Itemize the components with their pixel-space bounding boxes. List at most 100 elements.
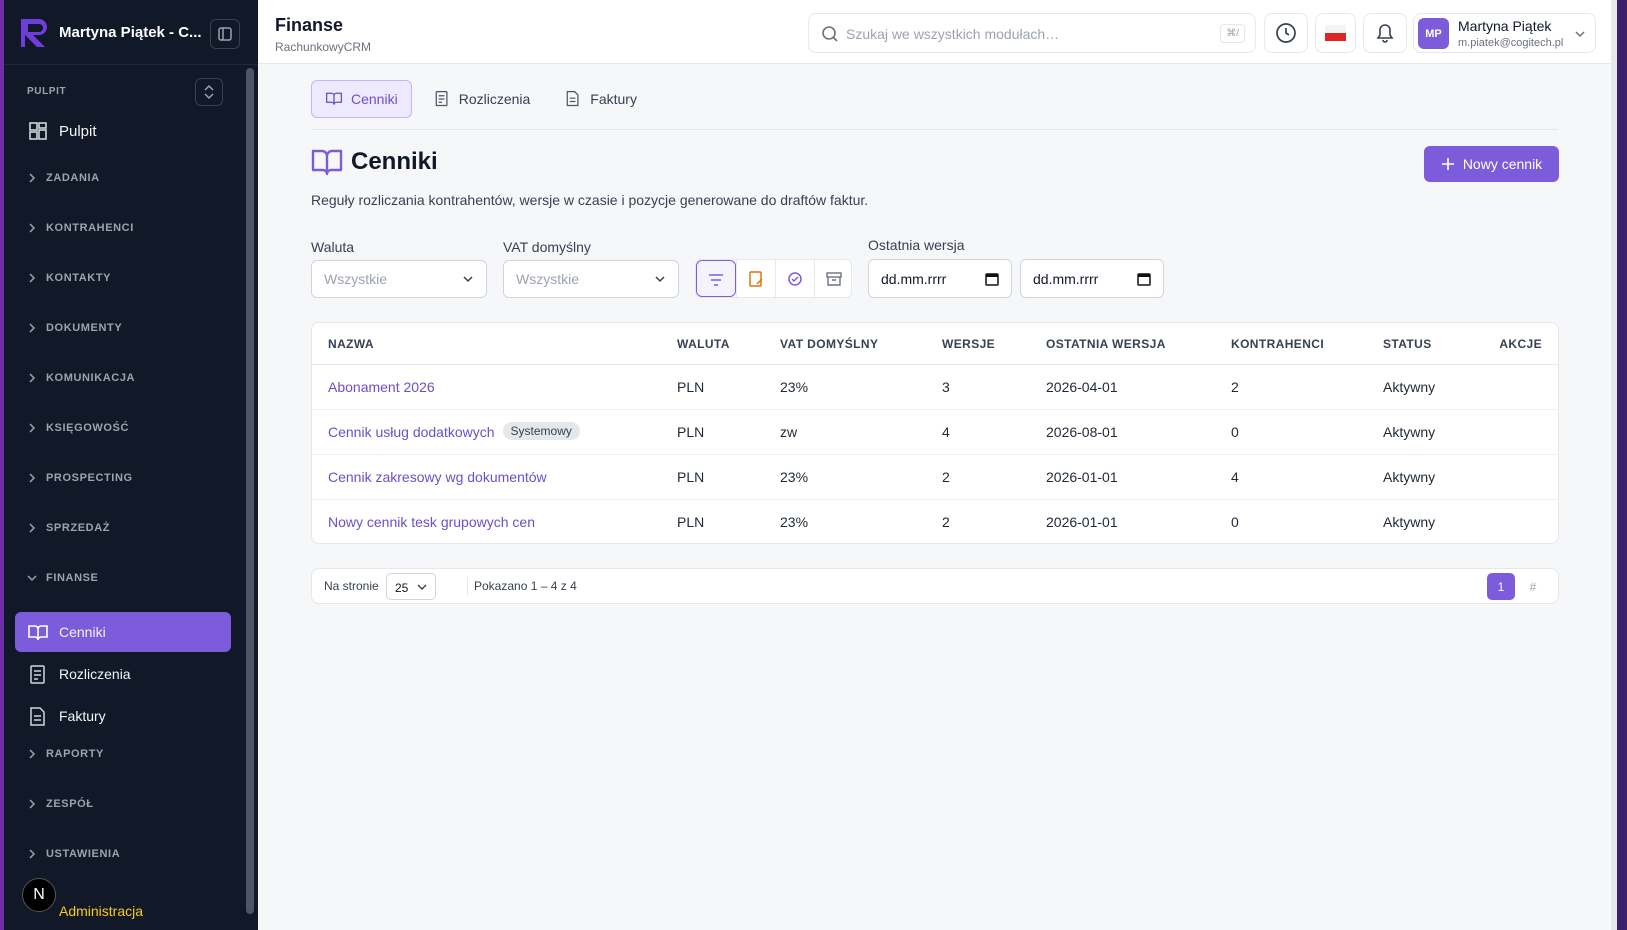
window-edge — [1611, 0, 1627, 930]
row-name[interactable]: Nowy cennik tesk grupowych cen — [328, 514, 535, 530]
table-row[interactable]: Abonament 2026 PLN 23% 3 2026-04-01 2 Aktywny — [312, 365, 1558, 410]
search[interactable]: Szukaj we wszystkich modułach… ⌘/ — [808, 13, 1256, 53]
toggle-active[interactable] — [775, 260, 814, 297]
nav-group[interactable]: ZADANIA — [26, 172, 100, 184]
language-button[interactable] — [1315, 13, 1356, 53]
nav-group[interactable]: ZESPÓŁ — [26, 798, 94, 810]
user-menu[interactable]: MP Martyna Piątek m.piatek@cogitech.pl — [1413, 13, 1596, 53]
cell: 2026-08-01 — [1046, 424, 1118, 440]
nav-group[interactable]: DOKUMENTY — [26, 322, 122, 334]
cell: Aktywny — [1383, 379, 1436, 395]
per-page-label: Na stronie — [324, 579, 379, 593]
column-header: WALUTA — [677, 337, 730, 351]
new-button[interactable]: Nowy cennik — [1424, 146, 1559, 182]
divider — [467, 577, 468, 595]
nav-group-label: KSIĘGOWOŚĆ — [46, 422, 130, 434]
badge[interactable]: N — [22, 878, 56, 912]
cell: Aktywny — [1383, 469, 1436, 485]
nav-item-label: Faktury — [59, 708, 106, 724]
toggle-draft[interactable] — [736, 260, 775, 297]
table: NAZWA WALUTA VAT DOMYŚLNY WERSJE OSTATNIA WE… — [311, 322, 1559, 544]
table-header: NAZWA WALUTA VAT DOMYŚLNY WERSJE OSTATNIA WE… — [312, 323, 1558, 365]
row-name[interactable]: Cennik usług dodatkowych Systemowy — [328, 422, 580, 440]
tab[interactable]: Cenniki — [311, 80, 412, 118]
nav-group-label: RAPORTY — [46, 748, 104, 760]
nav-group-label: DOKUMENTY — [46, 322, 123, 334]
toggle-all[interactable] — [696, 260, 736, 297]
nav-group-label: KONTAKTY — [46, 272, 112, 284]
vat-select[interactable]: Wszystkie — [503, 260, 679, 298]
nav-group[interactable]: PROSPECTING — [26, 472, 133, 484]
tab[interactable]: Faktury — [551, 80, 650, 118]
row-name-link[interactable]: Cennik usług dodatkowych — [328, 424, 495, 440]
nav-item[interactable]: Faktury — [15, 696, 231, 736]
select-value: Wszystkie — [516, 271, 579, 287]
nav-item[interactable]: Cenniki — [15, 612, 231, 652]
nav-group[interactable]: KONTRAHENCI — [26, 222, 134, 234]
column-header: AKCJE — [1499, 337, 1542, 351]
nav-group-label: ZADANIA — [46, 172, 100, 184]
status-toggle — [695, 259, 852, 298]
per-page-select[interactable]: 25 — [386, 573, 436, 600]
history-button[interactable] — [1264, 13, 1308, 53]
table-row[interactable]: Nowy cennik tesk grupowych cen PLN 23% 2 202… — [312, 500, 1558, 543]
pagination: Na stronie 25 Pokazano 1 – 4 z 4 1 # — [311, 568, 1559, 604]
cell: PLN — [677, 424, 705, 440]
nav-group[interactable]: KSIĘGOWOŚĆ — [26, 422, 129, 434]
header-subtitle: RachunkowyCRM — [275, 40, 372, 54]
row-name-link[interactable]: Cennik zakresowy wg dokumentów — [328, 469, 547, 485]
column-header: STATUS — [1383, 337, 1432, 351]
nav-group[interactable]: KONTAKTY — [26, 272, 111, 284]
nav-group[interactable]: SPRZEDAŻ — [26, 522, 110, 534]
cell: 2026-04-01 — [1046, 379, 1118, 395]
expand-button[interactable] — [195, 78, 223, 106]
avatar: MP — [1418, 18, 1449, 49]
divider — [4, 64, 258, 65]
nav-item-label: Rozliczenia — [59, 666, 131, 682]
nav-group[interactable]: FINANSE — [26, 572, 98, 584]
page-jump[interactable]: # — [1529, 579, 1537, 594]
column-header: KONTRAHENCI — [1231, 337, 1325, 351]
table-row[interactable]: Cennik zakresowy wg dokumentów PLN 23% 2 202… — [312, 455, 1558, 500]
tab-label: Faktury — [590, 91, 637, 107]
tab-label: Cenniki — [351, 91, 398, 107]
currency-select[interactable]: Wszystkie — [311, 260, 487, 298]
nav-footer[interactable]: Administracja — [59, 903, 144, 919]
table-row[interactable]: Cennik usług dodatkowych Systemowy PLN zw 4 2… — [312, 410, 1558, 455]
section-label: PULPIT — [27, 86, 67, 97]
column-header: OSTATNIA WERSJA — [1046, 337, 1166, 351]
cell: 2 — [1231, 379, 1239, 395]
cell: 4 — [942, 424, 950, 440]
cell: PLN — [677, 379, 705, 395]
page-icon — [311, 149, 343, 176]
row-name-link[interactable]: Abonament 2026 — [328, 379, 435, 395]
row-tag: Systemowy — [502, 422, 580, 440]
row-name[interactable]: Cennik zakresowy wg dokumentów — [328, 469, 547, 485]
nav-group-label: USTAWIENIA — [46, 848, 121, 860]
notifications-button[interactable] — [1363, 13, 1407, 53]
toggle-archived[interactable] — [814, 260, 851, 297]
date-to[interactable]: dd.mm.rrrr — [1020, 259, 1164, 298]
nav-item[interactable]: Pulpit — [59, 123, 97, 140]
nav-item[interactable]: Rozliczenia — [15, 654, 231, 694]
page-title: Cenniki — [351, 148, 438, 175]
row-name-link[interactable]: Nowy cennik tesk grupowych cen — [328, 514, 535, 530]
collapse-button[interactable] — [210, 19, 240, 49]
cell: PLN — [677, 514, 705, 530]
row-name[interactable]: Abonament 2026 — [328, 379, 435, 395]
nav-group-label: PROSPECTING — [46, 472, 133, 484]
filter-label: Waluta — [311, 239, 355, 255]
tab[interactable]: Rozliczenia — [420, 80, 544, 118]
date-from[interactable]: dd.mm.rrrr — [868, 259, 1012, 298]
icon — [29, 122, 47, 140]
nav-group-label: SPRZEDAŻ — [46, 522, 111, 534]
nav-group[interactable]: KOMUNIKACJA — [26, 372, 135, 384]
column-header: WERSJE — [942, 337, 996, 351]
nav-group[interactable]: RAPORTY — [26, 748, 104, 760]
nav-group-label: FINANSE — [46, 572, 99, 584]
cell: 0 — [1231, 514, 1239, 530]
page-button[interactable]: 1 — [1487, 573, 1515, 600]
nav-group[interactable]: USTAWIENIA — [26, 848, 120, 860]
tabs: Cenniki Rozliczenia Faktury — [311, 80, 650, 118]
date-value: dd.mm.rrrr — [1033, 270, 1099, 287]
